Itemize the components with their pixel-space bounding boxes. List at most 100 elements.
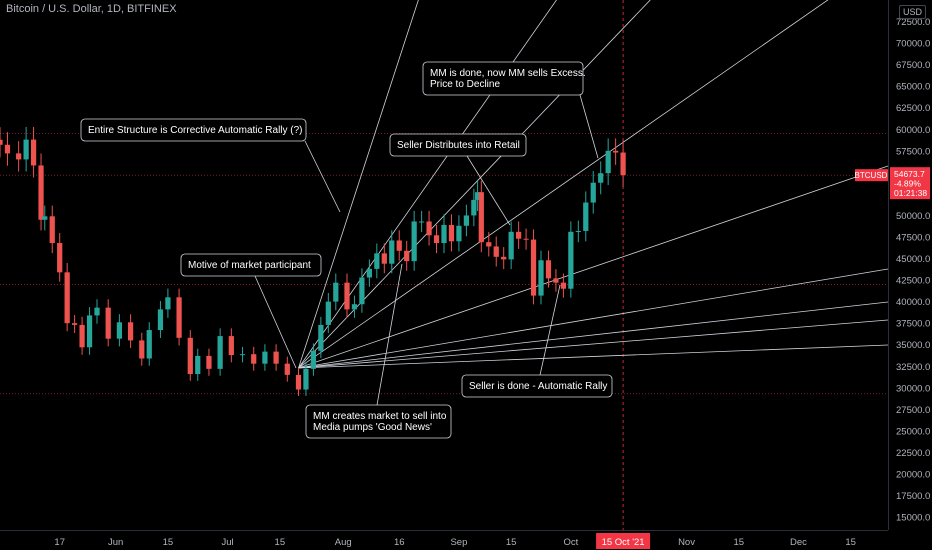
badges: BTCUSD 54673.7-4.89%01:21:38 15 Oct '21 (596, 167, 930, 549)
currency-badge[interactable]: USD (898, 5, 926, 19)
candle-body (333, 282, 339, 302)
candle-body (389, 240, 395, 264)
candle-body (86, 315, 93, 348)
annotation-pointer (304, 140, 341, 213)
annotation-box (461, 374, 613, 398)
price-tick-label: 30000.0 (896, 383, 930, 394)
fan-line (298, 268, 889, 369)
candle-body (64, 272, 70, 324)
candle-body (284, 363, 290, 375)
candle-body (30, 139, 37, 166)
fan-line (298, 319, 889, 369)
candle-body (478, 192, 484, 243)
candle-body (16, 153, 22, 160)
candle-body (42, 216, 48, 220)
candle-body (228, 336, 234, 356)
candle-body (251, 354, 257, 364)
symbol-badge (855, 169, 888, 182)
price-value: 54673.7 (894, 169, 925, 179)
candle-body (419, 221, 425, 223)
price-tick-label: 60000.0 (896, 125, 930, 136)
time-tick-label: Aug (335, 537, 352, 548)
annotation-pointer (579, 94, 599, 159)
price-tick-label: 72500.0 (896, 17, 930, 28)
time-tick-label: 16 (394, 537, 405, 548)
annotation-pointer (466, 155, 511, 226)
candles (0, 126, 626, 396)
chart-title: Bitcoin / U.S. Dollar, 1D, BITFINEX (6, 3, 177, 15)
time-tick-label: Jul (222, 537, 234, 548)
price-tick-label: 37500.0 (896, 319, 930, 330)
candle-body (426, 221, 432, 236)
fan-line (298, 0, 651, 369)
candle-body (239, 354, 246, 356)
price-tick-label: 50000.0 (896, 211, 930, 222)
candle-body (471, 199, 477, 216)
annotation-text: Seller is done - Automatic Rally (469, 381, 607, 392)
candle-body (441, 224, 447, 244)
fan-line (298, 344, 889, 369)
time-axis: 17 Jun 15 Jul 15 Aug 16 Sep 15 Oct Nov 15 Dec 15 (0, 530, 888, 548)
candle-body (295, 374, 302, 390)
candle-body (598, 173, 604, 183)
candle-body (79, 324, 85, 348)
annotation-box (389, 133, 527, 157)
fan-line (298, 165, 889, 369)
fan-line (298, 0, 557, 369)
candle-body (146, 330, 152, 359)
candle-body (195, 355, 201, 375)
fan-line (298, 0, 419, 369)
candle-body (344, 282, 350, 310)
annotation-text: Motive of market participant (188, 260, 311, 271)
price-tick-label: 27500.0 (896, 405, 930, 416)
annotation-text: MM is done, now MM sells Excess. (430, 68, 586, 79)
annotations: Entire Structure is Corrective Automatic… (80, 61, 613, 439)
annotation-pointer (376, 263, 403, 406)
price-tick-label: 70000.0 (896, 39, 930, 50)
candle-body (318, 324, 324, 351)
annotation-text: Seller Distributes into Retail (397, 140, 520, 151)
fan-line (298, 0, 829, 369)
annotation-text: MM creates market to sell into (313, 411, 447, 422)
candle-body (456, 225, 462, 242)
time-tick-label: 15 (163, 537, 174, 548)
price-tick-label: 25000.0 (896, 426, 930, 437)
candle-body (530, 239, 537, 296)
price-tick-label: 40000.0 (896, 297, 930, 308)
price-tick-label: 57500.0 (896, 146, 930, 157)
candle-body (273, 351, 279, 364)
candle-body (433, 235, 440, 244)
time-tick-label: Oct (563, 537, 578, 548)
candle-body (538, 260, 544, 296)
candle-body (157, 309, 164, 331)
annotation-box (80, 118, 307, 142)
fan-lines (298, 0, 889, 369)
candle-body (508, 231, 514, 260)
candle-body (187, 337, 193, 375)
candle-body (411, 221, 417, 262)
candle-body (613, 150, 619, 153)
candle-body (396, 240, 402, 251)
candle-body (217, 336, 223, 369)
time-tick-label: 15 (275, 537, 286, 548)
candle-body (23, 139, 29, 160)
candle-body (583, 202, 589, 231)
time-tick-label: Nov (678, 537, 695, 548)
candle-body (501, 256, 507, 260)
candle-body (381, 253, 387, 264)
candle-body (4, 144, 11, 154)
price-change: -4.89% (894, 179, 921, 189)
candle-body (448, 224, 455, 242)
candle-body (553, 278, 559, 283)
candle-body (0, 139, 3, 145)
price-tick-label: 45000.0 (896, 254, 930, 265)
price-tick-label: 65000.0 (896, 82, 930, 93)
candle-body (359, 277, 365, 305)
candle-body (303, 368, 309, 390)
price-tick-label: 62500.0 (896, 103, 930, 114)
candle-body (127, 322, 134, 341)
candle-body (575, 230, 581, 232)
annotation-text: Entire Structure is Corrective Automatic… (88, 125, 303, 136)
price-tick-label: 47500.0 (896, 232, 930, 243)
